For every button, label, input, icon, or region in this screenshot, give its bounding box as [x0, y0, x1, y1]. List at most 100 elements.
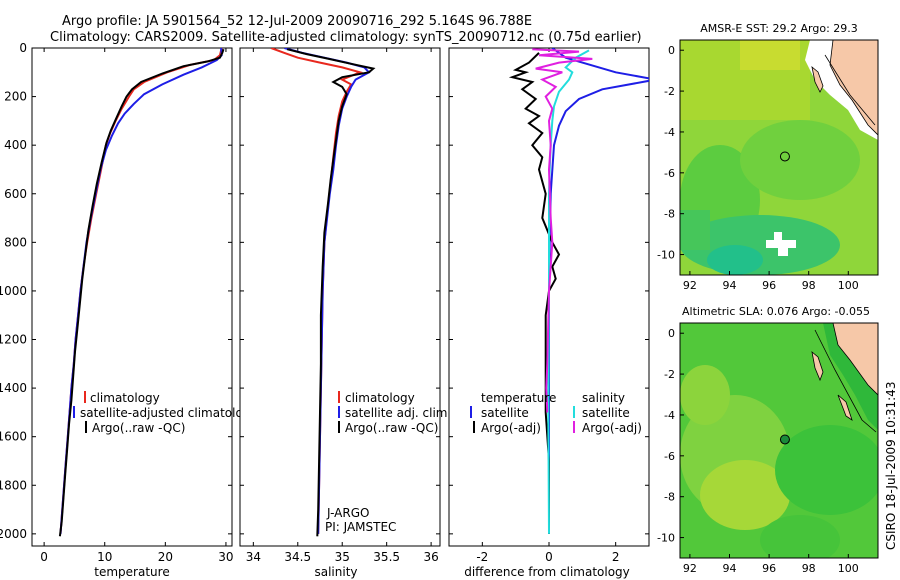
x-tick-label: 35.5 [373, 550, 400, 564]
map-y-tick-label: -6 [664, 450, 675, 463]
y-tick-label: 2000 [0, 527, 27, 541]
map-y-tick-label: -8 [664, 208, 675, 221]
legend-temp-argo: Argo(-adj) [481, 421, 541, 435]
legend-argo: Argo(..raw -QC) [92, 421, 185, 435]
sst-map-field [680, 40, 878, 275]
sla-low-southeast [760, 515, 840, 558]
y-tick-label: 1200 [0, 333, 27, 347]
sst-trench-line [824, 54, 876, 126]
sst-map-frame [679, 39, 879, 276]
sla-land-sumatra [832, 323, 878, 396]
sla-land-islet [837, 394, 853, 421]
sst-map-ticks: 92 94 96 98 100 0 -2 -4 -6 -8 -10 [657, 44, 859, 292]
legend-temp-satellite: satellite [481, 406, 529, 420]
difference-xlabel: difference from climatology [464, 565, 630, 579]
map-y-tick-label: 0 [668, 327, 675, 340]
x-tick-label: -2 [476, 550, 488, 564]
x-tick-label: 2 [612, 550, 620, 564]
y-tick-label: 200 [4, 90, 27, 104]
salinity-panel: 34 34.5 35 35.5 36 salinity climatology sate… [239, 47, 451, 579]
map-x-tick-label: 92 [683, 279, 697, 292]
sst-map-title: AMSR-E SST: 29.2 Argo: 29.3 [700, 22, 858, 35]
sst-land-sumatra [829, 40, 878, 136]
annotation-jargo: J-ARGO [326, 506, 369, 520]
sst-sw-patch [680, 210, 710, 250]
salinity-axes-box [239, 47, 441, 547]
map-y-tick-label: -6 [664, 167, 675, 180]
map-y-tick-label: -4 [664, 409, 675, 422]
sla-land-island [811, 350, 824, 382]
sla-map-title: Altimetric SLA: 0.076 Argo: -0.055 [682, 305, 870, 318]
legend-sal-satellite: satellite [582, 406, 630, 420]
temperature-ticks: 0 10 20 30 0 200 400 600 800 1000 1200 1400 1600 1800… [0, 41, 234, 564]
sst-warm-core [740, 40, 800, 70]
x-tick-label: 36 [423, 550, 438, 564]
annotation-pi: PI: JAMSTEC [325, 520, 396, 534]
salinity-legend: climatology satellite adj. clim. Argo(..… [338, 391, 451, 435]
y-tick-label: 1000 [0, 284, 27, 298]
series-line [58, 48, 225, 537]
sla-high-south [700, 460, 790, 530]
difference-series [508, 48, 649, 534]
map-x-tick-label: 92 [683, 562, 697, 575]
difference-ticks: -2 0 2 [449, 47, 649, 564]
map-x-tick-label: 98 [802, 279, 816, 292]
map-y-tick-label: -2 [664, 368, 675, 381]
sst-coldest [707, 245, 763, 275]
sst-mid-patch [740, 120, 860, 200]
y-tick-label: 800 [4, 235, 27, 249]
sst-argo-marker [779, 151, 790, 162]
temperature-series [58, 48, 225, 537]
x-tick-label: 0 [545, 550, 553, 564]
sla-map-frame [679, 322, 879, 559]
legend-climatology: climatology [90, 391, 160, 405]
y-tick-label: 0 [19, 41, 27, 55]
map-x-tick-label: 96 [762, 562, 776, 575]
salinity-series [270, 48, 376, 537]
sst-missing-patch [766, 232, 796, 256]
legend-salinity-title: salinity [582, 391, 625, 405]
y-tick-label: 600 [4, 187, 27, 201]
title-line-2: Climatology: CARS2009. Satellite-adjuste… [50, 30, 642, 45]
title-line-1: Argo profile: JA 5901564_52 12-Jul-2009 … [62, 14, 532, 29]
y-tick-label: 1800 [0, 478, 27, 492]
sla-map-field [680, 323, 878, 558]
map-y-tick-label: -2 [664, 85, 675, 98]
temperature-legend: climatology satellite-adjusted climatolo… [73, 391, 258, 435]
temperature-xlabel: temperature [94, 565, 169, 579]
sla-map-ticks: 92 94 96 98 100 0 -2 -4 -6 -8 -10 [657, 327, 859, 575]
series-line [508, 52, 561, 534]
difference-legend: temperature satellite Argo(-adj) salinit… [470, 391, 642, 435]
difference-panel: -2 0 2 difference from climatology tempera… [448, 47, 650, 579]
sla-map-panel: Altimetric SLA: 0.076 Argo: -0.055 92 94 9… [657, 305, 879, 575]
map-x-tick-label: 94 [723, 562, 737, 575]
sla-argo-marker [779, 434, 790, 445]
x-tick-label: 0 [40, 550, 48, 564]
series-line [286, 48, 376, 537]
y-tick-label: 1600 [0, 430, 27, 444]
map-x-tick-label: 96 [762, 279, 776, 292]
legend-argo: Argo(..raw -QC) [345, 421, 438, 435]
map-x-tick-label: 94 [723, 279, 737, 292]
legend-temperature-title: temperature [481, 391, 556, 405]
x-tick-label: 34 [246, 550, 261, 564]
legend-satellite-adjusted: satellite-adjusted climatology [80, 406, 258, 420]
y-tick-label: 1400 [0, 381, 27, 395]
timestamp-stamp: CSIRO 18-Jul-2009 10:31:43 [884, 382, 898, 550]
sst-map-panel: AMSR-E SST: 29.2 Argo: 29.3 92 94 96 98 100 0… [657, 22, 879, 292]
map-x-tick-label: 98 [802, 562, 816, 575]
x-tick-label: 20 [158, 550, 173, 564]
map-y-tick-label: -10 [657, 249, 675, 262]
map-x-tick-label: 100 [838, 279, 859, 292]
sst-land-island [811, 65, 824, 93]
y-tick-label: 400 [4, 138, 27, 152]
map-y-tick-label: 0 [668, 44, 675, 57]
map-y-tick-label: -10 [657, 532, 675, 545]
x-tick-label: 10 [97, 550, 112, 564]
sla-trench-line [814, 329, 877, 433]
salinity-ticks: 34 34.5 35 35.5 36 [240, 47, 440, 564]
series-line [532, 48, 593, 413]
sla-low-east [775, 425, 878, 515]
temperature-panel: 0 10 20 30 0 200 400 600 800 1000 1200 1400 1600 1800… [0, 41, 258, 579]
